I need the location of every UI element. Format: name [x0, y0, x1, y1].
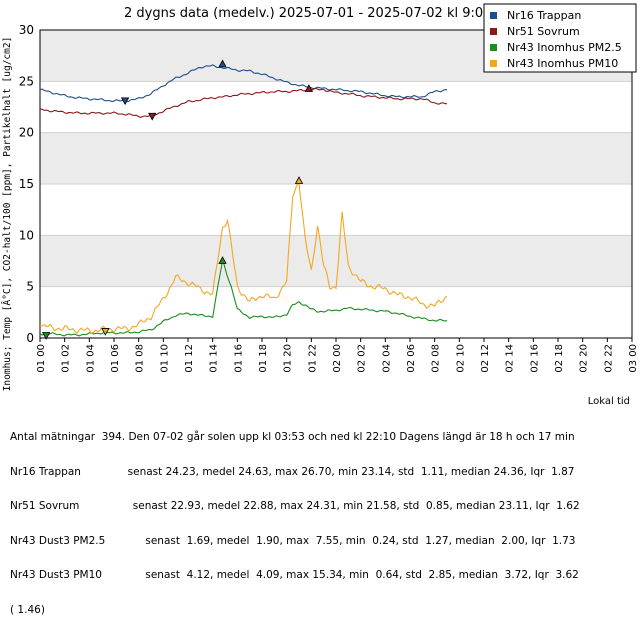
- y-tick-label: 20: [19, 126, 34, 140]
- x-tick-label: 02 18: [554, 344, 565, 373]
- legend-label: Nr43 Inomhus PM10: [507, 57, 618, 70]
- stats-line-count: Antal mätningar 394. Den 07-02 går solen…: [10, 431, 575, 443]
- min-marker-1: [148, 112, 157, 121]
- x-tick-label: 01 20: [283, 344, 294, 373]
- series-line-0: [39, 64, 448, 103]
- y-tick-label: 5: [26, 280, 34, 294]
- legend-label: Nr51 Sovrum: [507, 25, 580, 38]
- x-tick-label: 01 00: [36, 344, 47, 373]
- x-tick-label: 02 14: [505, 344, 516, 373]
- x-tick-label: 01 02: [61, 344, 72, 373]
- x-tick-label: 02 16: [529, 344, 540, 373]
- x-tick-label: 01 18: [258, 344, 269, 373]
- x-tick-label: 02 10: [455, 344, 466, 373]
- grid-band: [40, 132, 632, 184]
- x-tick-label: 02 12: [480, 344, 491, 373]
- x-tick-label: 02 06: [406, 344, 417, 373]
- stats-line-pm10: Nr43 Dust3 PM10 senast 4.12, medel 4.09,…: [10, 569, 579, 581]
- x-tick-label: 02 22: [603, 344, 614, 373]
- stats-line-trappan: Nr16 Trappan senast 24.23, medel 24.63, …: [10, 465, 575, 478]
- statistics-panel: Antal mätningar 394. Den 07-02 går solen…: [10, 409, 635, 628]
- legend-label: Nr43 Inomhus PM2.5: [507, 41, 622, 54]
- max-marker-0: [218, 59, 227, 68]
- min-marker-2: [41, 332, 51, 340]
- series-line-3: [39, 181, 448, 335]
- x-tick-label: 02 04: [381, 344, 392, 373]
- legend-box: [483, 3, 637, 73]
- x-axis-label: Lokal tid: [587, 396, 630, 407]
- legend-swatch: [490, 28, 497, 35]
- x-tick-label: 03 00: [628, 344, 639, 373]
- max-marker-2: [218, 256, 227, 264]
- max-marker-3: [294, 176, 304, 184]
- x-tick-label: 01 04: [85, 344, 96, 373]
- x-tick-label: 01 12: [184, 344, 195, 373]
- y-tick-label: 0: [26, 331, 34, 345]
- grid-band: [40, 235, 632, 287]
- x-tick-label: 01 10: [159, 344, 170, 373]
- min-marker-0: [120, 97, 130, 106]
- y-tick-label: 15: [19, 177, 34, 191]
- chart-title: 2 dygns data (medelv.) 2025-07-01 - 2025…: [124, 6, 491, 21]
- series-line-2: [39, 259, 448, 337]
- x-tick-label: 01 22: [307, 344, 318, 373]
- x-tick-label: 01 14: [209, 344, 220, 373]
- x-tick-label: 01 08: [135, 344, 146, 373]
- series-line-1: [39, 87, 448, 118]
- legend-swatch: [490, 44, 497, 51]
- x-tick-label: 01 16: [233, 344, 244, 373]
- chart: 0 5 10 15 20 25 30 01 00 01 02 01 04 01 06 01 08 01 …: [1, 3, 639, 392]
- x-tick-label: 02 02: [357, 344, 368, 373]
- min-marker-3: [101, 328, 110, 336]
- legend-swatch: [490, 12, 497, 19]
- x-tick-label: 02 08: [431, 344, 442, 373]
- y-axis-label: Inomhus; Temp [Â°C], CO2-halt/100 [ppm],…: [1, 37, 13, 392]
- stats-line-extra: ( 1.46): [10, 603, 45, 616]
- y-tick-label: 25: [19, 74, 34, 88]
- y-tick-label: 10: [19, 228, 34, 242]
- legend-swatch: [490, 60, 497, 67]
- y-tick-label: 30: [19, 23, 34, 37]
- x-tick-label: 01 06: [110, 344, 121, 373]
- x-tick-label: 02 20: [579, 344, 590, 373]
- legend-label: Nr16 Trappan: [507, 9, 581, 22]
- max-marker-1: [304, 84, 314, 92]
- stats-line-sovrum: Nr51 Sovrum senast 22.93, medel 22.88, m…: [10, 500, 580, 512]
- stats-line-pm25: Nr43 Dust3 PM2.5 senast 1.69, medel 1.90…: [10, 534, 576, 547]
- x-tick-label: 02 00: [332, 344, 343, 373]
